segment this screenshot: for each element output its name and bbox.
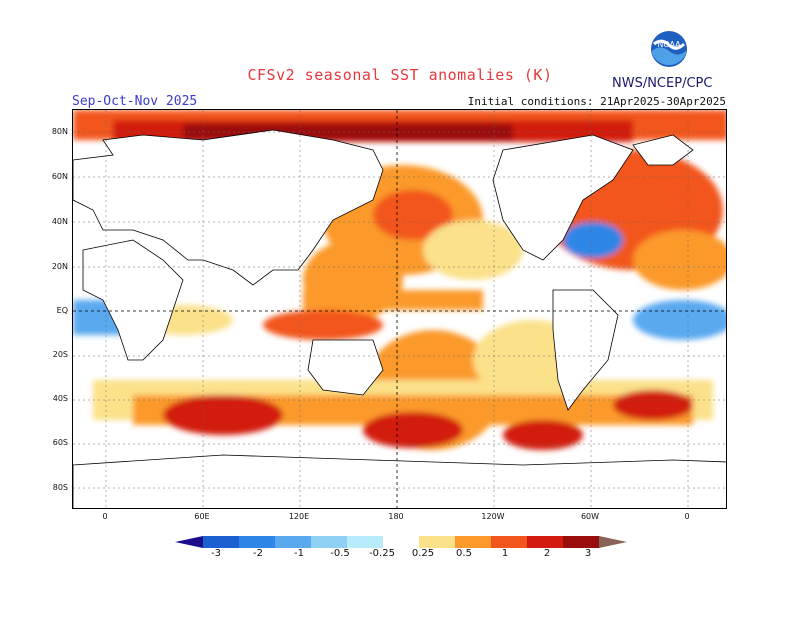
colorbar-cell [239,536,276,548]
colorbar-cell [563,536,600,548]
colorbar-cell [455,536,492,548]
grid-lines [73,110,726,508]
lat-label-80s: 80S [52,483,68,492]
legend-label-neg0-5: -0.5 [330,548,350,559]
legend-label-3: 3 [584,548,592,559]
legend-label-neg2: -2 [253,548,263,559]
initial-conditions-label: Initial conditions: 21Apr2025-30Apr2025 [467,95,726,108]
continents [73,129,726,508]
logo-text: NOAA [657,40,681,49]
season-label: Sep-Oct-Nov 2025 [72,94,198,109]
chart-title: CFSv2 seasonal SST anomalies (K) [247,66,553,84]
colorbar-cell [383,536,420,548]
lon-label-0-west: 0 [102,512,108,521]
lat-label-60n: 60N [51,172,68,181]
colorbar-cell [347,536,384,548]
legend-label-neg0-25: -0.25 [369,548,395,559]
colorbar-right-arrow [599,536,627,548]
colorbar-cell [275,536,312,548]
legend-label-0-5: 0.5 [456,548,472,559]
colorbar-cell [419,536,456,548]
colorbar-cell [311,536,348,548]
lon-label-120e: 120E [288,512,310,521]
colorbar [175,536,627,548]
sst-anomaly-map [72,109,727,509]
map-canvas [73,110,726,508]
legend-label-neg1: -1 [294,548,304,559]
south-america-shape [552,289,619,411]
lat-label-60s: 60S [52,438,68,447]
colorbar-cell [491,536,528,548]
lon-label-60w: 60W [580,512,600,521]
lon-label-60e: 60E [194,512,210,521]
legend-label-0-25: 0.25 [411,548,435,559]
colorbar-left-arrow [175,536,203,548]
noaa-logo: NOAA [651,31,687,67]
lat-label-20s: 20S [52,350,68,359]
lat-label-20n: 20N [51,262,68,271]
lat-label-80n: 80N [51,127,68,136]
greenland-shape [632,134,694,166]
australia-shape [307,339,384,396]
antarctica-shape [73,454,726,508]
africa-shape [82,239,184,361]
lat-label-40n: 40N [51,217,68,226]
legend-label-neg3: -3 [211,548,221,559]
colorbar-cell [203,536,240,548]
eurasia-shape [73,129,384,286]
lat-label-40s: 40S [52,394,68,403]
legend-label-1: 1 [501,548,509,559]
lon-label-120w: 120W [481,512,505,521]
equator-dateline [73,110,726,508]
lat-label-eq: EQ [56,306,68,315]
organization-label: NWS/NCEP/CPC [612,76,713,91]
lon-label-0-east: 0 [684,512,690,521]
legend-label-2: 2 [543,548,551,559]
lon-label-180: 180 [388,512,404,521]
north-america-shape [492,134,634,261]
colorbar-cell [527,536,564,548]
